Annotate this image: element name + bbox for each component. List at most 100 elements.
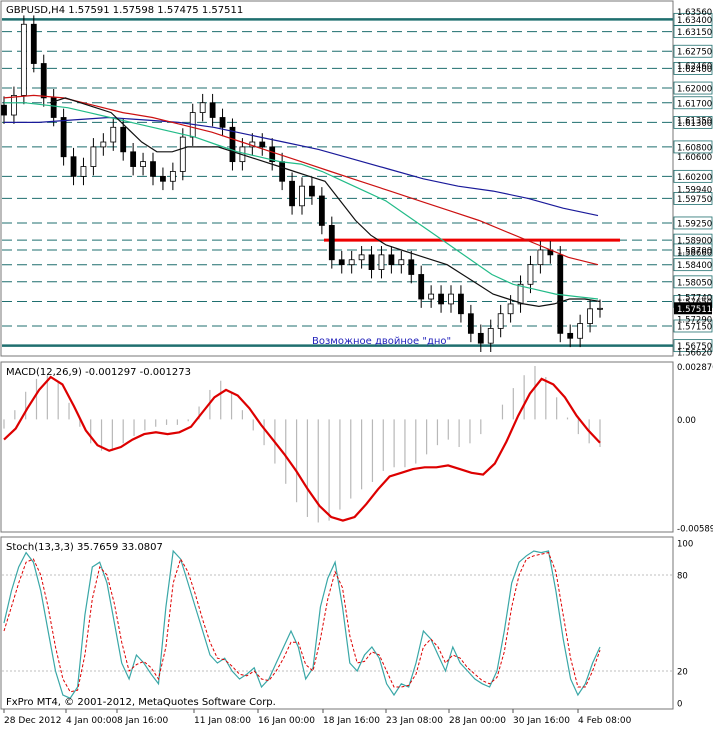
stoch-panel-title: Stoch(13,3,3) 35.7659 33.0807 (6, 542, 163, 553)
price-axis-ticks: 1.63560 1.62460 1.61350 1.60600 1.59940 1.586… (674, 8, 712, 359)
price-level-tag (673, 339, 713, 353)
price-axis-tick: 1.63560 (677, 8, 712, 18)
price-level-label: 1.59250 (677, 219, 712, 229)
bull-candle (80, 166, 87, 177)
stoch-axis-tick: 80 (677, 572, 688, 582)
price-level-label: 1.63400 (677, 16, 712, 26)
macd-plot: 0.002876 0.00 -0.005896 (3, 363, 713, 534)
price-level-label: 1.56750 (677, 342, 712, 352)
stoch-signal-line (3, 552, 601, 693)
macd-axis-tick: 0.002876 (677, 363, 713, 373)
price-level-label: 1.63150 (677, 28, 712, 38)
stoch-axis-tick: 0 (677, 700, 682, 710)
bull-candle (587, 308, 593, 324)
bull-candle (448, 293, 454, 305)
price-level-label: 1.61300 (677, 119, 712, 129)
price-level-label: 1.60200 (677, 173, 712, 183)
price-level-label: 1.58050 (677, 278, 712, 288)
time-axis-label: 18 Jan 16:00 (323, 716, 380, 726)
bear-candle (269, 146, 276, 163)
time-axis-label: 11 Jan 08:00 (194, 716, 251, 726)
bull-candle (537, 249, 544, 266)
copyright-text: FxPro MT4, © 2001-2012, MetaQuotes Softw… (6, 697, 276, 708)
price-level-tag (673, 319, 713, 333)
bull-candle (20, 23, 27, 96)
bull-candle (428, 293, 435, 300)
bear-candle (368, 254, 375, 270)
price-level-label: 1.60800 (677, 143, 712, 153)
bear-candle (477, 332, 484, 344)
bull-candle (110, 126, 117, 143)
price-level-tag (673, 258, 713, 272)
bear-candle (40, 63, 47, 99)
bull-candle (577, 323, 584, 339)
sma-fast-line (49, 97, 601, 308)
price-panel-title: GBPUSD,H4 1.57591 1.57598 1.57475 1.5751… (6, 5, 243, 16)
stochastic-plot: 100 80 20 0 (2, 540, 693, 710)
price-level-tag (673, 81, 713, 95)
bull-candle (169, 171, 176, 182)
bear-candle (60, 117, 67, 158)
time-axis-label: 28 Dec 2012 (4, 716, 62, 726)
bear-candle (438, 293, 444, 305)
macd-signal-line (3, 375, 601, 522)
time-axis: 28 Dec 2012 4 Jan 00:00 8 Jan 16:00 11 Jan … (3, 709, 632, 726)
time-axis-label: 28 Jan 00:00 (449, 716, 506, 726)
bear-candle (458, 293, 464, 315)
bull-candle (497, 313, 504, 329)
bear-candle (150, 161, 156, 177)
price-axis-tick: 1.56620 (677, 349, 712, 359)
price-level-label: 1.58400 (677, 261, 712, 271)
price-axis-tick: 1.57290 (677, 316, 712, 326)
price-level-tag (673, 62, 713, 75)
bear-candle (567, 332, 574, 339)
price-axis-tick: 1.62460 (677, 62, 712, 72)
double-bottom-annotation: Возможное двойное "дно" (312, 336, 451, 347)
stoch-axis-tick: 100 (677, 540, 693, 550)
time-axis-label: 16 Jan 00:00 (258, 716, 315, 726)
bull-candle (398, 259, 405, 266)
price-level-tag (673, 216, 713, 230)
sma-slow-line (3, 94, 599, 266)
price-axis-tick: 1.58660 (677, 248, 712, 258)
bull-candle (527, 264, 534, 285)
bear-candle (388, 254, 395, 266)
bull-candle (199, 102, 206, 113)
price-level-tag (673, 140, 713, 154)
bear-candle (338, 259, 345, 266)
bear-candle (418, 274, 425, 300)
bull-candle (597, 307, 603, 310)
current-price-tag (674, 302, 712, 315)
macd-axis-tick: -0.005896 (677, 524, 713, 534)
bear-candle (279, 161, 286, 182)
bull-candle (100, 141, 107, 148)
bear-candle (160, 175, 166, 182)
bull-candle (517, 283, 524, 305)
price-level-label: 1.61700 (677, 99, 712, 109)
price-level-label: 1.58700 (677, 246, 712, 256)
sma-mid-line (4, 102, 599, 300)
moving-averages (3, 94, 601, 308)
bull-candle (487, 328, 494, 344)
price-level-tag (673, 115, 713, 129)
bear-candle (70, 156, 77, 177)
time-axis-label: 30 Jan 16:00 (513, 716, 570, 726)
price-level-label: 1.62400 (677, 65, 712, 75)
price-level-tag (673, 25, 713, 39)
price-level-tag (673, 243, 713, 257)
bull-candle (11, 95, 17, 116)
time-axis-label: 4 Feb 08:00 (578, 716, 632, 726)
bull-candle (299, 185, 305, 207)
bull-candle (358, 254, 365, 261)
candles (1, 15, 603, 352)
bull-candle (378, 254, 385, 270)
time-axis-label: 4 Jan 00:00 (66, 716, 118, 726)
macd-panel-title: MACD(12,26,9) -0.001297 -0.001273 (6, 367, 191, 378)
time-axis-label: 8 Jan 16:00 (117, 716, 169, 726)
macd-axis-tick: 0.00 (677, 416, 696, 426)
bull-candle (90, 146, 97, 167)
price-level-tag (673, 44, 713, 58)
price-axis-tick: 1.57740 (677, 294, 712, 304)
